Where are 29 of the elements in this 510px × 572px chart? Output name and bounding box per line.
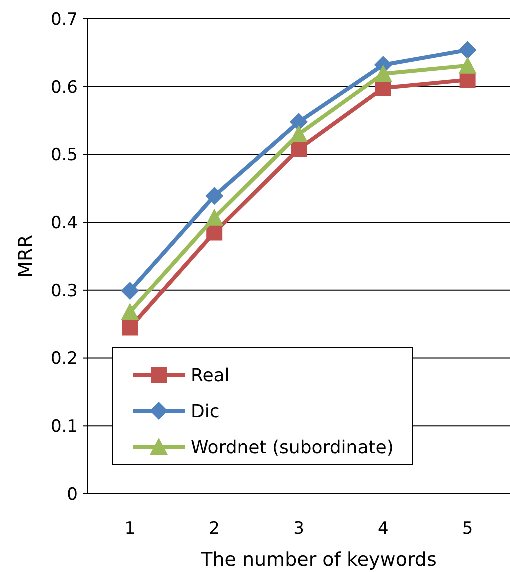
point	[206, 224, 223, 241]
y-tick-label: 0.5	[50, 146, 78, 166]
x-tick-label: 3	[294, 519, 304, 539]
point	[122, 320, 138, 336]
y-tick-label: 0	[67, 484, 78, 505]
point	[374, 64, 392, 82]
legend-label: Wordnet (subordinate)	[191, 437, 394, 458]
point	[458, 41, 477, 60]
y-tick-label: 0.6	[50, 78, 78, 98]
legend-label: Real	[191, 365, 230, 386]
point	[206, 208, 224, 226]
x-axis-title: The number of keywords	[200, 549, 437, 571]
y-axis-title: MRR	[15, 235, 37, 278]
y-tick-label: 0.4	[50, 214, 78, 234]
point	[121, 282, 140, 300]
x-tick-label: 5	[462, 519, 474, 539]
legend-label: Dic	[191, 401, 220, 422]
x-tick-label: 4	[378, 519, 389, 539]
y-tick-label: 0.2	[50, 349, 78, 370]
point	[458, 56, 477, 74]
point	[291, 141, 307, 158]
x-tick-label: 2	[209, 519, 220, 539]
y-tick-label: 0.3	[50, 281, 78, 302]
y-tick-label: 0.1	[50, 417, 78, 438]
point	[206, 187, 224, 206]
point	[290, 125, 308, 142]
x-tick-label: 1	[124, 519, 136, 539]
point	[121, 303, 140, 320]
y-tick-label: 0.7	[50, 10, 78, 30]
